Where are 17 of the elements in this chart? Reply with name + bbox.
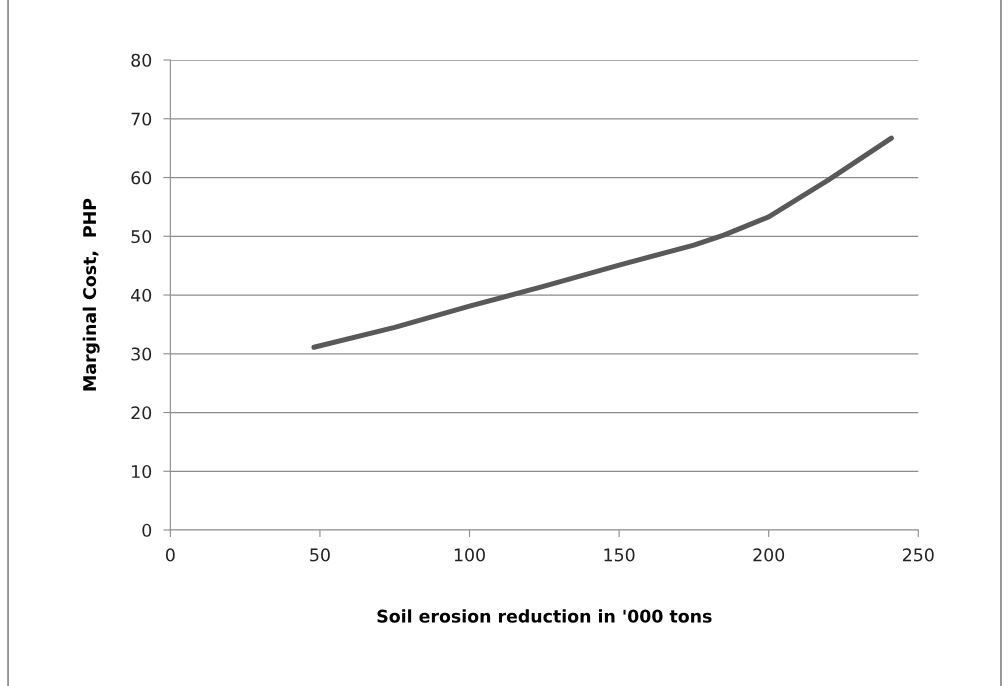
y-tick-label: 50 bbox=[131, 229, 152, 244]
x-tick-label: 150 bbox=[604, 548, 635, 562]
y-tick-label: 80 bbox=[131, 53, 152, 67]
y-tick-label: 40 bbox=[131, 288, 152, 302]
y-tick-label: 60 bbox=[131, 171, 152, 185]
x-axis-title: Soil erosion reduction in '000 tons bbox=[377, 609, 712, 623]
x-tick-label: 50 bbox=[310, 548, 330, 562]
y-tick-label: 20 bbox=[131, 406, 152, 420]
y-tick-label: 0 bbox=[142, 523, 152, 537]
y-tick-label: 30 bbox=[131, 347, 152, 361]
x-tick-label: 100 bbox=[454, 548, 485, 562]
x-tick-label: 0 bbox=[165, 548, 175, 562]
y-tick-label: 10 bbox=[132, 464, 152, 479]
x-tick-label: 250 bbox=[902, 548, 934, 562]
y-tick-label: 70 bbox=[131, 112, 152, 126]
y-axis-title: Marginal Cost, PHP bbox=[82, 198, 100, 391]
x-tick-label: 200 bbox=[753, 548, 785, 562]
